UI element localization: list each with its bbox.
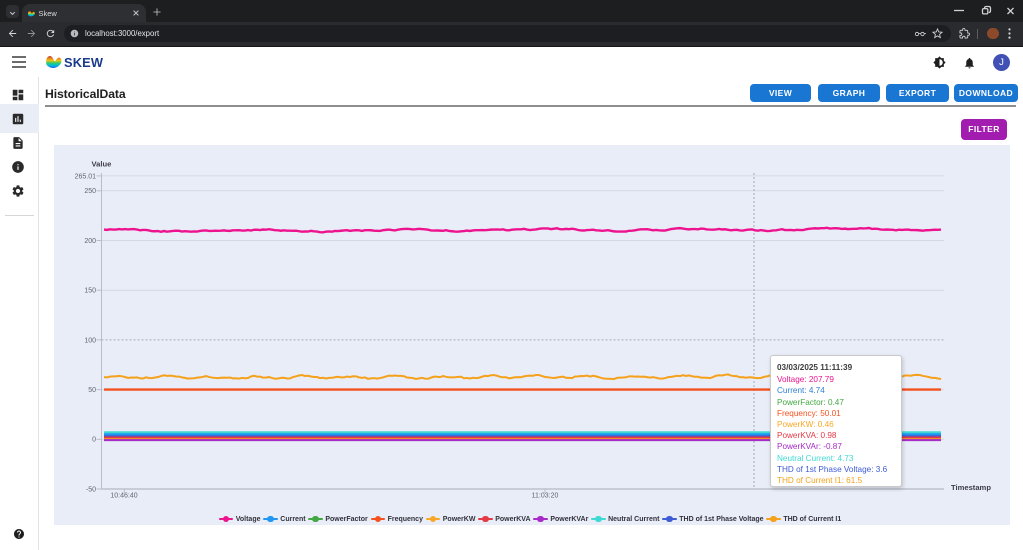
- svg-text:200: 200: [84, 238, 96, 245]
- svg-text:11:03:20: 11:03:20: [532, 493, 559, 500]
- svg-text:50: 50: [88, 387, 96, 394]
- svg-text:265.01: 265.01: [75, 173, 97, 180]
- svg-text:0: 0: [92, 437, 96, 444]
- svg-text:150: 150: [84, 288, 96, 295]
- svg-text:Value: Value: [92, 160, 112, 169]
- svg-text:Timestamp: Timestamp: [951, 483, 991, 492]
- svg-text:-50: -50: [86, 486, 96, 493]
- svg-text:100: 100: [84, 337, 96, 344]
- svg-text:10:46:40: 10:46:40: [110, 493, 137, 500]
- svg-text:250: 250: [84, 188, 96, 195]
